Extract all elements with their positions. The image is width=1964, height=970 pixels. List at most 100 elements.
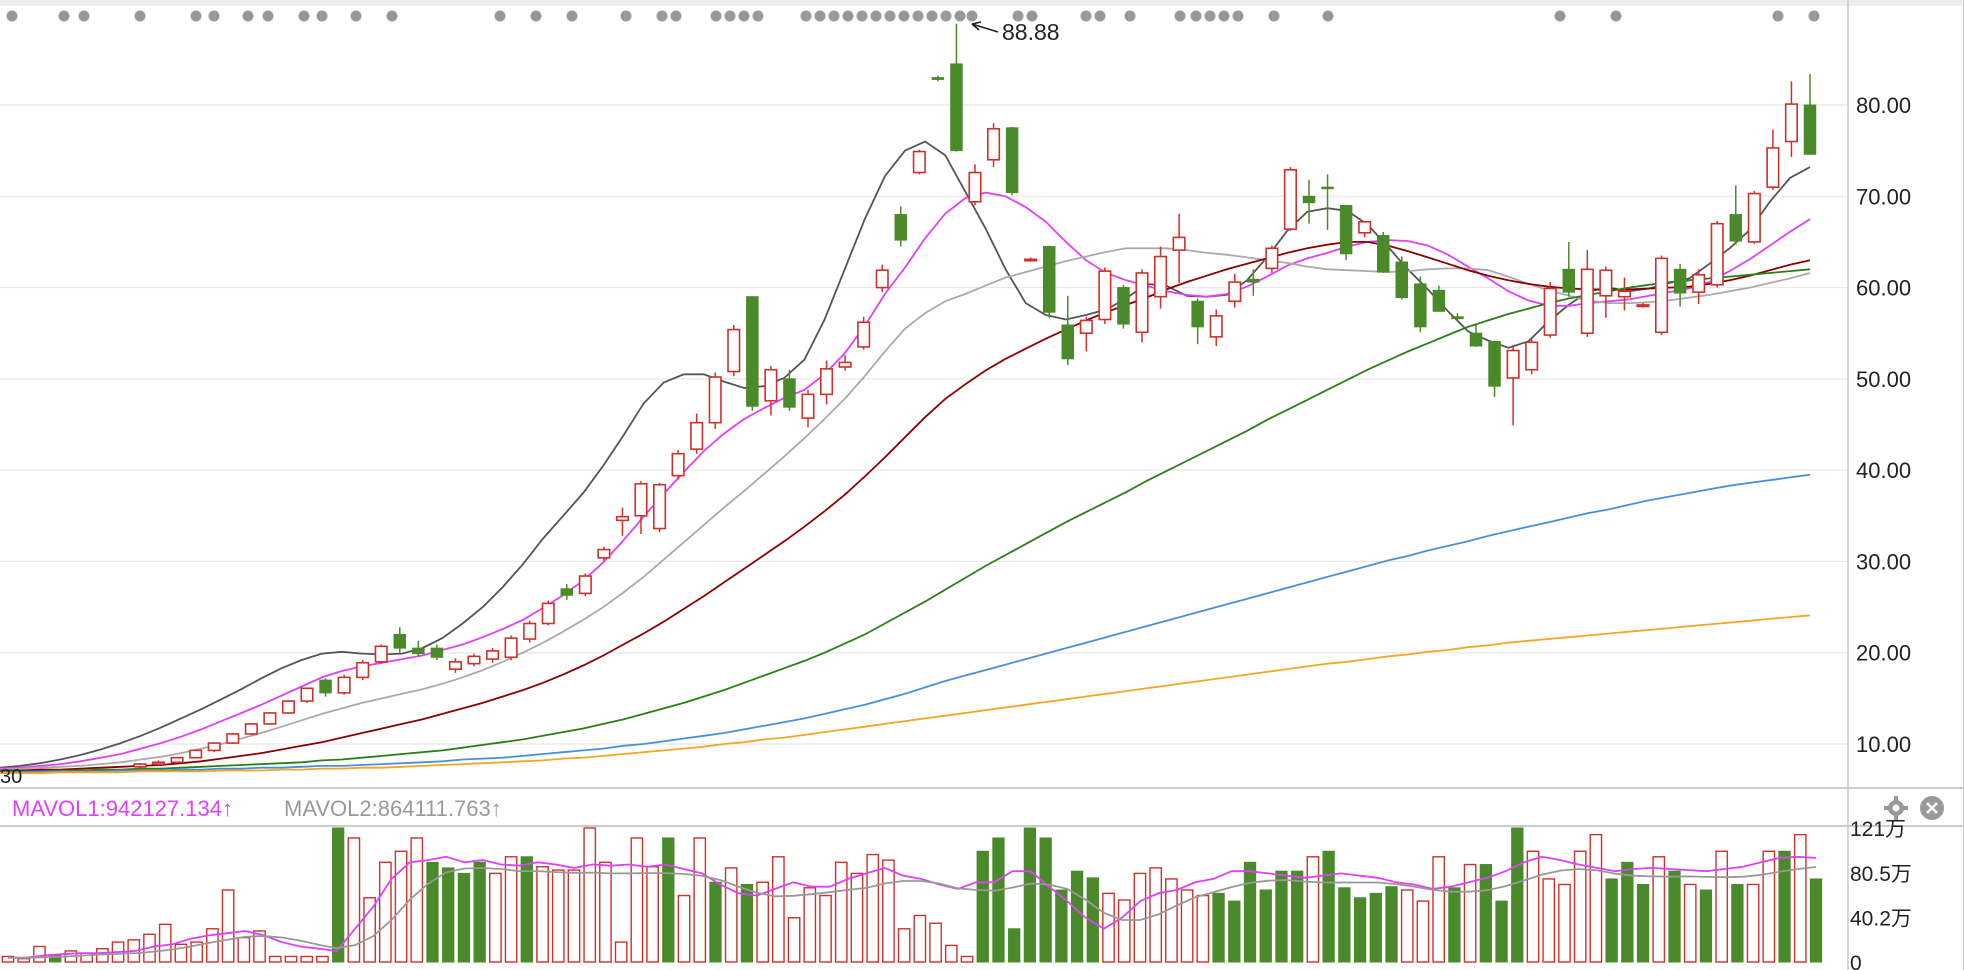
candle bbox=[1191, 298, 1204, 345]
volume-bar bbox=[693, 837, 707, 963]
candle bbox=[727, 324, 741, 377]
candle-body bbox=[133, 763, 147, 768]
ma-line bbox=[0, 473, 1811, 774]
candle-body bbox=[1729, 214, 1743, 242]
event-dot bbox=[566, 10, 578, 22]
volume-bar bbox=[190, 941, 204, 963]
price-tick-label: 70.00 bbox=[1856, 184, 1911, 209]
candle-body bbox=[1061, 324, 1075, 360]
event-dot bbox=[710, 10, 722, 22]
volume-bar bbox=[1621, 861, 1634, 963]
candle-body bbox=[1321, 186, 1334, 190]
candle bbox=[504, 635, 518, 661]
volume-bar bbox=[772, 856, 785, 963]
volume-bar bbox=[1086, 877, 1099, 963]
volume-bar bbox=[520, 856, 533, 963]
volume-bar bbox=[1479, 864, 1493, 963]
volume-bar bbox=[1715, 850, 1729, 963]
candle-body bbox=[987, 127, 1001, 161]
close-icon[interactable] bbox=[1920, 796, 1944, 820]
candle bbox=[801, 389, 815, 428]
candle-body bbox=[1673, 268, 1687, 294]
volume-bar bbox=[378, 861, 392, 963]
volume-bar bbox=[1212, 892, 1225, 963]
event-dot bbox=[78, 10, 90, 22]
candle-body bbox=[319, 679, 332, 694]
candle-body bbox=[746, 296, 759, 407]
event-dot bbox=[1174, 10, 1186, 22]
volume-bar bbox=[1008, 928, 1021, 963]
ma-line bbox=[0, 614, 1811, 775]
candle bbox=[894, 206, 908, 247]
candle-body bbox=[690, 421, 704, 450]
candle-body bbox=[207, 742, 221, 752]
event-dot bbox=[242, 10, 254, 22]
volume-bar bbox=[457, 872, 471, 963]
event-dot bbox=[670, 10, 682, 22]
volume-bar bbox=[1495, 900, 1508, 963]
volume-bar bbox=[756, 881, 770, 963]
candle-body bbox=[1228, 281, 1242, 303]
candle bbox=[1061, 295, 1075, 366]
candle-body bbox=[1803, 104, 1817, 155]
volume-bar bbox=[551, 869, 565, 963]
price-tick-label: 10.00 bbox=[1856, 732, 1911, 757]
mavol2-legend: MAVOL2:864111.763↑ bbox=[284, 796, 502, 821]
volume-bar bbox=[866, 853, 880, 963]
price-axis-ticks: 80.00 70.00 60.00 50.00 40.00 30.00 20.00 10.00 bbox=[1856, 93, 1911, 757]
gear-icon[interactable] bbox=[1884, 796, 1908, 820]
candle-body bbox=[1692, 273, 1706, 293]
price-tick-label: 80.00 bbox=[1856, 93, 1911, 118]
event-dot bbox=[208, 10, 220, 22]
candle bbox=[578, 573, 592, 597]
volume-bar bbox=[1133, 872, 1147, 963]
candle bbox=[412, 640, 425, 657]
volume-bar bbox=[599, 861, 612, 963]
candle-body bbox=[894, 214, 908, 241]
volume-bar bbox=[1652, 856, 1666, 963]
candle bbox=[1710, 220, 1724, 288]
volume-bar bbox=[1683, 883, 1697, 963]
candle-body bbox=[412, 647, 425, 655]
ma-line bbox=[0, 140, 1811, 769]
candle-body bbox=[1543, 287, 1557, 336]
volume-bar bbox=[583, 827, 597, 963]
volume-bar bbox=[237, 936, 251, 963]
candle bbox=[764, 366, 778, 416]
volume-bar bbox=[646, 866, 659, 963]
volume-bar bbox=[992, 837, 1005, 963]
volume-bar bbox=[1055, 889, 1068, 963]
event-dot bbox=[954, 10, 966, 22]
candle-body bbox=[1747, 192, 1761, 243]
candle bbox=[523, 620, 537, 643]
volume-bar bbox=[1385, 886, 1398, 963]
candle-body bbox=[1265, 247, 1279, 270]
volume-bar bbox=[1526, 850, 1540, 963]
candle-body bbox=[374, 645, 388, 663]
volume-bar bbox=[221, 889, 235, 963]
candle bbox=[1154, 246, 1168, 309]
event-dot bbox=[828, 10, 840, 22]
volume-bar bbox=[1338, 887, 1351, 963]
candle bbox=[708, 372, 722, 430]
candle-body bbox=[1302, 195, 1316, 204]
volume-bar bbox=[174, 943, 188, 963]
volume-bar bbox=[504, 856, 518, 963]
candle bbox=[226, 733, 240, 744]
volume-bar bbox=[1070, 870, 1084, 963]
candle-body bbox=[486, 650, 500, 660]
candle-body bbox=[1376, 235, 1390, 273]
candle-body bbox=[1395, 261, 1409, 299]
candle-body bbox=[615, 515, 629, 522]
volume-bar bbox=[1542, 878, 1556, 963]
event-dot bbox=[940, 10, 952, 22]
candle-body bbox=[634, 483, 648, 517]
candle bbox=[1376, 231, 1390, 273]
candle-body bbox=[1636, 304, 1650, 308]
volume-bar bbox=[1605, 878, 1618, 963]
candle-body bbox=[263, 712, 277, 725]
event-dot bbox=[1204, 10, 1216, 22]
event-dot bbox=[966, 10, 978, 22]
candle-body bbox=[597, 548, 611, 559]
